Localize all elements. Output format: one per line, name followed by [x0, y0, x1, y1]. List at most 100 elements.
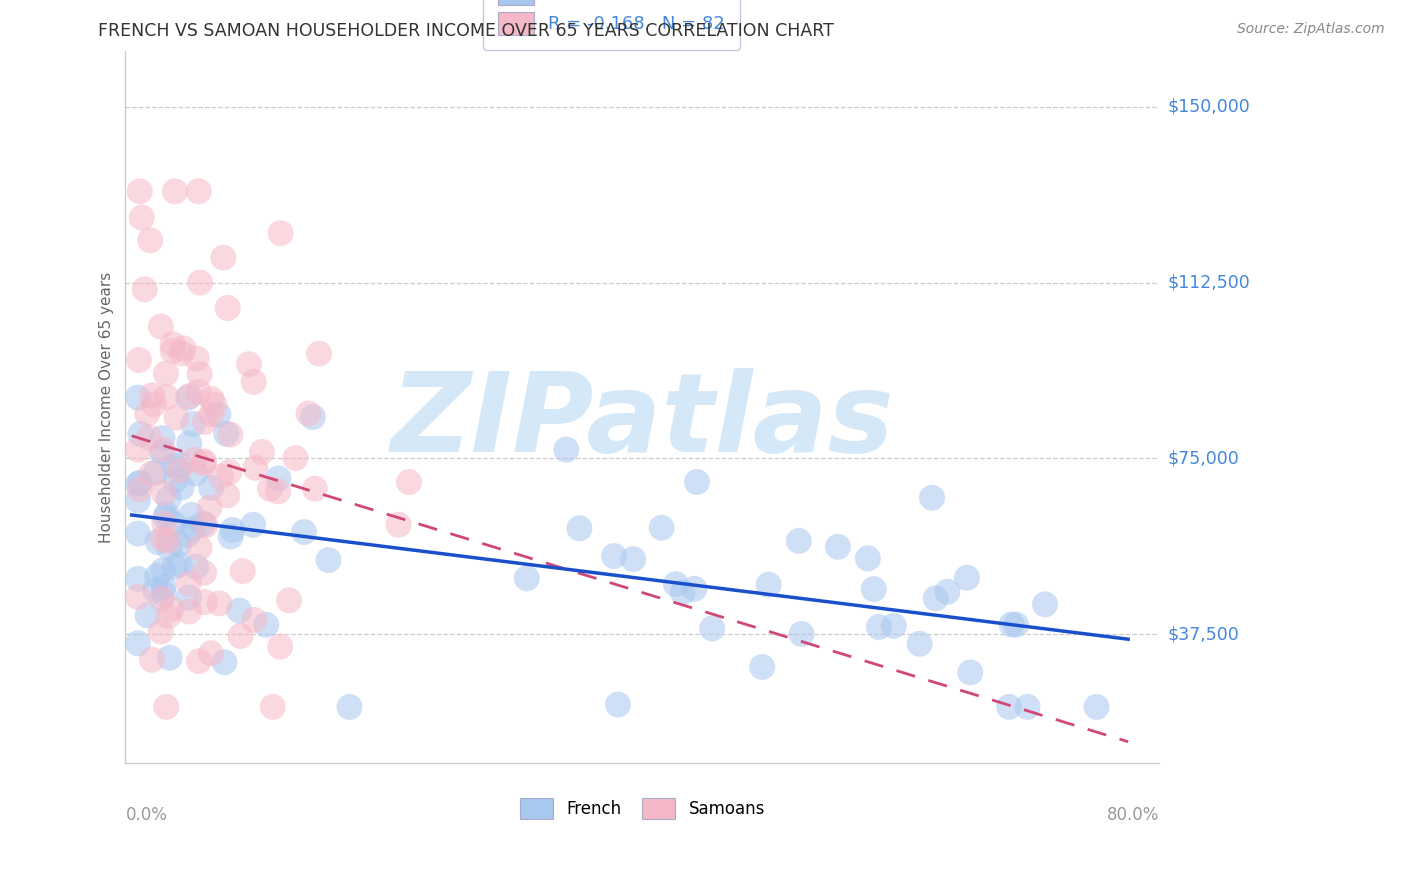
- Point: [925, 591, 948, 606]
- Point: [141, 653, 163, 667]
- Point: [152, 563, 174, 577]
- Point: [146, 569, 169, 583]
- Point: [862, 582, 884, 596]
- Point: [179, 436, 201, 450]
- Point: [172, 342, 194, 356]
- Text: 0.0%: 0.0%: [125, 805, 167, 824]
- Text: FRENCH VS SAMOAN HOUSEHOLDER INCOME OVER 65 YEARS CORRELATION CHART: FRENCH VS SAMOAN HOUSEHOLDER INCOME OVER…: [98, 22, 834, 40]
- Point: [1033, 597, 1056, 611]
- Point: [177, 591, 200, 605]
- Point: [555, 442, 578, 457]
- Point: [956, 571, 979, 585]
- Point: [186, 351, 208, 366]
- Point: [155, 699, 177, 714]
- Point: [229, 629, 252, 643]
- Point: [292, 524, 315, 539]
- Point: [686, 475, 709, 489]
- Point: [238, 357, 260, 371]
- Point: [157, 491, 180, 506]
- Point: [188, 654, 211, 668]
- Point: [169, 558, 191, 572]
- Point: [339, 699, 361, 714]
- Point: [959, 665, 981, 680]
- Point: [181, 522, 204, 536]
- Point: [269, 640, 291, 654]
- Text: $75,000: $75,000: [1167, 450, 1240, 467]
- Point: [156, 390, 179, 404]
- Point: [155, 367, 177, 381]
- Point: [187, 184, 209, 198]
- Point: [194, 595, 217, 609]
- Point: [170, 458, 193, 472]
- Point: [297, 407, 319, 421]
- Point: [308, 347, 330, 361]
- Point: [936, 584, 959, 599]
- Point: [183, 452, 205, 467]
- Point: [603, 549, 626, 563]
- Point: [139, 234, 162, 248]
- Point: [908, 637, 931, 651]
- Y-axis label: Householder Income Over 65 years: Householder Income Over 65 years: [100, 271, 114, 542]
- Point: [621, 552, 644, 566]
- Point: [217, 301, 239, 315]
- Point: [150, 445, 173, 459]
- Point: [179, 604, 201, 618]
- Point: [186, 560, 208, 574]
- Point: [202, 398, 225, 412]
- Point: [162, 516, 184, 531]
- Point: [198, 500, 221, 515]
- Point: [167, 537, 190, 551]
- Point: [127, 636, 149, 650]
- Point: [150, 591, 173, 606]
- Point: [155, 510, 177, 524]
- Point: [159, 650, 181, 665]
- Point: [194, 518, 217, 533]
- Text: $112,500: $112,500: [1167, 274, 1250, 292]
- Point: [219, 427, 242, 442]
- Point: [758, 578, 780, 592]
- Point: [398, 475, 420, 489]
- Point: [152, 431, 174, 445]
- Point: [127, 477, 149, 491]
- Point: [188, 541, 211, 555]
- Point: [181, 417, 204, 431]
- Point: [134, 282, 156, 296]
- Point: [207, 408, 229, 422]
- Point: [177, 576, 200, 591]
- Point: [200, 481, 222, 495]
- Point: [787, 533, 810, 548]
- Point: [153, 587, 176, 601]
- Point: [127, 493, 149, 508]
- Point: [665, 577, 688, 591]
- Point: [228, 603, 250, 617]
- Point: [176, 528, 198, 542]
- Point: [177, 391, 200, 405]
- Point: [212, 251, 235, 265]
- Point: [568, 521, 591, 535]
- Point: [127, 572, 149, 586]
- Point: [128, 353, 150, 368]
- Point: [193, 516, 215, 531]
- Point: [856, 551, 879, 566]
- Point: [827, 540, 849, 554]
- Point: [1085, 699, 1108, 714]
- Point: [883, 619, 905, 633]
- Point: [193, 456, 215, 470]
- Point: [284, 451, 307, 466]
- Point: [193, 566, 215, 580]
- Point: [127, 526, 149, 541]
- Point: [751, 660, 773, 674]
- Point: [153, 486, 176, 500]
- Point: [278, 593, 301, 607]
- Point: [201, 407, 224, 421]
- Point: [188, 367, 211, 381]
- Point: [127, 391, 149, 405]
- Point: [160, 602, 183, 616]
- Point: [214, 655, 236, 669]
- Point: [127, 442, 149, 457]
- Point: [170, 480, 193, 494]
- Point: [170, 346, 193, 360]
- Point: [219, 530, 242, 544]
- Point: [141, 388, 163, 402]
- Point: [184, 467, 207, 481]
